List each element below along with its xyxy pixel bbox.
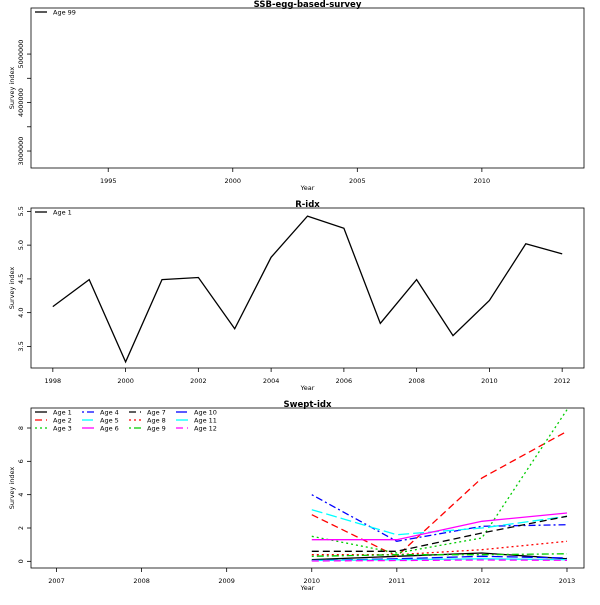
series-line-age-1 xyxy=(52,215,563,364)
chart-title: SSB-egg-based-survey xyxy=(254,0,362,10)
chart-panel-1: SSB-egg-based-survey 1995 2000 2005 2010 Year… xyxy=(8,0,585,192)
y-tick-label: 4000000 xyxy=(17,88,25,117)
y-tick-label: 4.0 xyxy=(17,307,25,317)
series-line-age-8 xyxy=(311,540,568,556)
x-tick-label: 2005 xyxy=(349,177,366,185)
y-axis-label: Survey index xyxy=(8,267,16,310)
x-tick-label: 2004 xyxy=(263,377,280,385)
x-axis-label: Year xyxy=(300,384,315,392)
chart-panel-3: Swept-idx 2007 2008 2009 2010 2011 2012 2013 Yea… xyxy=(8,400,585,592)
x-tick-label: 2008 xyxy=(408,377,425,385)
y-tick-label: 3000000 xyxy=(17,137,25,166)
legend-label: Age 12 xyxy=(194,424,217,432)
x-tick-label: 2012 xyxy=(474,577,491,585)
x-tick-label: 2008 xyxy=(133,577,150,585)
series-line-age-3 xyxy=(311,409,568,554)
x-axis-label: Year xyxy=(300,584,315,592)
y-tick-label: 6 xyxy=(17,459,25,463)
chart-title: Swept-idx xyxy=(284,400,332,410)
x-tick-label: 2011 xyxy=(389,577,406,585)
legend-label: Age 3 xyxy=(53,424,72,432)
series-line-age-9 xyxy=(311,553,568,557)
x-tick-label: 2007 xyxy=(48,577,65,585)
y-tick-label: 8 xyxy=(17,426,25,430)
y-tick-label: 5.0 xyxy=(17,240,25,250)
y-tick-label: 4.5 xyxy=(17,274,25,284)
x-tick-label: 2010 xyxy=(303,577,320,585)
series-line-age-12 xyxy=(311,559,568,562)
x-axis-label: Year xyxy=(300,184,315,192)
x-tick-label: 2013 xyxy=(559,577,576,585)
legend-label: Age 10 xyxy=(194,408,217,416)
series-line-age-10 xyxy=(311,555,568,562)
legend-label: Age 99 xyxy=(53,8,76,16)
legend-label: Age 4 xyxy=(100,408,119,416)
y-axis-label: Survey index xyxy=(8,67,16,110)
series-line-age-2 xyxy=(311,430,568,558)
x-tick-label: 1998 xyxy=(45,377,62,385)
series-line-age-4 xyxy=(311,494,568,542)
legend-label: Age 9 xyxy=(147,424,166,432)
y-tick-label: 3.5 xyxy=(17,341,25,351)
series-line-age-5 xyxy=(311,509,568,536)
legend-label: Age 5 xyxy=(100,416,119,424)
x-tick-label: 1995 xyxy=(100,177,117,185)
y-tick-label: 2 xyxy=(17,526,25,530)
plot-frame xyxy=(30,207,585,369)
x-tick-label: 2010 xyxy=(474,177,491,185)
series-line-age-7 xyxy=(311,515,568,552)
x-tick-label: 2006 xyxy=(336,377,353,385)
plot-frame xyxy=(30,7,585,169)
series-line-age-11 xyxy=(311,558,568,562)
chart-panel-2: R-idx 1998 2000 2002 2004 2006 2008 2010 2012 Yea… xyxy=(8,200,585,392)
y-tick-label: 4 xyxy=(17,493,25,497)
legend-label: Age 1 xyxy=(53,408,72,416)
y-tick-label: 5000000 xyxy=(17,40,25,69)
x-tick-label: 2009 xyxy=(218,577,235,585)
x-tick-label: 2000 xyxy=(117,377,134,385)
legend-label: Age 11 xyxy=(194,416,217,424)
legend-label: Age 2 xyxy=(53,416,72,424)
x-tick-label: 2010 xyxy=(481,377,498,385)
y-tick-label: 5.5 xyxy=(17,206,25,216)
x-tick-label: 2002 xyxy=(190,377,207,385)
y-tick-label: 0 xyxy=(17,559,25,563)
series-line-age-6 xyxy=(311,512,568,541)
chart-title: R-idx xyxy=(295,200,320,210)
legend-label: Age 6 xyxy=(100,424,119,432)
x-tick-label: 2012 xyxy=(554,377,571,385)
x-tick-label: 2000 xyxy=(224,177,241,185)
legend-label: Age 1 xyxy=(53,208,72,216)
plot-frame xyxy=(30,407,585,569)
legend-label: Age 7 xyxy=(147,408,166,416)
legend-label: Age 8 xyxy=(147,416,166,424)
y-axis-label: Survey index xyxy=(8,467,16,510)
